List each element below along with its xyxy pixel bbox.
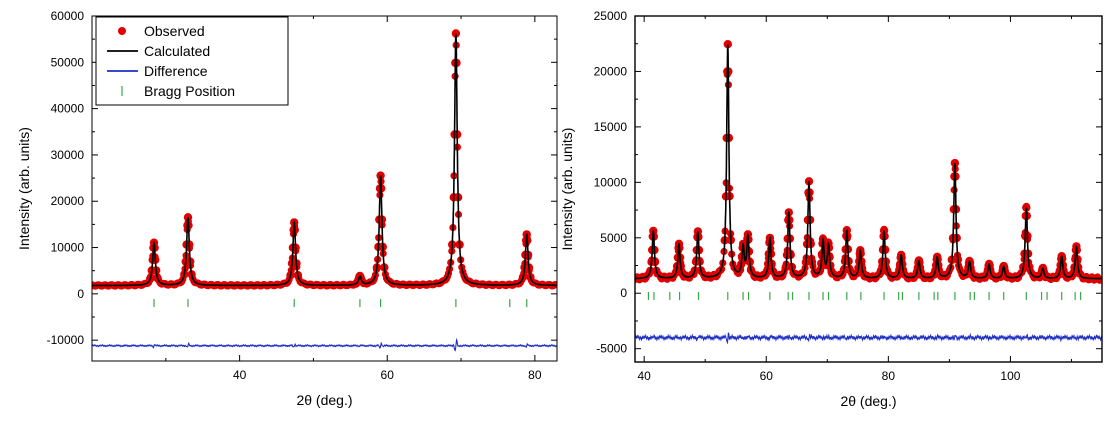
plot-area	[635, 40, 1102, 345]
legend-label: Bragg Position	[144, 83, 235, 99]
plot-area	[92, 29, 557, 352]
y-tick-label: 30000	[51, 148, 85, 162]
x-tick-label: 100	[1000, 369, 1020, 383]
y-tick-label: 0	[77, 287, 84, 301]
legend-label: Calculated	[144, 43, 210, 59]
y-tick-label: 40000	[51, 102, 85, 116]
x-axis-title: 2θ (deg.)	[840, 393, 896, 409]
legend-marker-dot	[118, 27, 126, 35]
legend-box	[95, 16, 289, 106]
y-axis-title: Intensity (arb. units)	[16, 127, 32, 250]
y-tick-label: 60000	[51, 9, 85, 23]
legend-item: Difference	[107, 63, 208, 79]
bragg-positions	[153, 299, 528, 308]
y-tick-label: 0	[620, 286, 627, 300]
x-tick-label: 60	[381, 368, 395, 382]
legend-item: Observed	[118, 23, 205, 39]
y-tick-label: 50000	[51, 55, 85, 69]
legend: Observed Calculated Difference Bragg Positi…	[95, 16, 289, 106]
y-tick-label: 5000	[600, 231, 627, 245]
y-tick-label: -10000	[47, 333, 85, 347]
y-tick-label: 10000	[594, 175, 628, 189]
bragg-positions	[647, 291, 1082, 300]
x-tick-label: 40	[233, 368, 247, 382]
observed-point	[451, 29, 461, 38]
y-tick-label: -5000	[596, 342, 627, 356]
plot-frame	[91, 15, 558, 362]
observed-point	[1097, 275, 1102, 284]
legend-item: Calculated	[107, 43, 210, 59]
difference-line	[92, 337, 557, 352]
y-tick-label: 20000	[51, 194, 85, 208]
y-tick-label: 20000	[594, 64, 628, 78]
x-tick-label: 80	[882, 369, 896, 383]
x-tick-label: 40	[637, 369, 651, 383]
plot-frame	[634, 15, 1103, 363]
y-tick-label: 15000	[594, 120, 628, 134]
y-axis-title: Intensity (arb. units)	[559, 128, 575, 251]
x-axis-title: 2θ (deg.)	[296, 392, 352, 408]
observed-point	[804, 177, 814, 186]
legend-label: Observed	[144, 23, 205, 39]
difference-line	[635, 332, 1102, 345]
x-tick-label: 60	[760, 369, 774, 383]
legend-item: Bragg Position	[121, 83, 235, 99]
right-panel-chart: 40 60 80 100 -5000 0 5000 10000 15000 20000 25000 2…	[559, 9, 1103, 409]
calculated-line	[92, 33, 557, 287]
left-panel-chart: 40 60 80 -10000 0 10000 20000 30000 40000 50000 60…	[16, 9, 558, 408]
legend-label: Difference	[144, 63, 208, 79]
y-tick-label: 10000	[51, 241, 85, 255]
calculated-line	[635, 44, 1102, 280]
y-tick-label: 25000	[594, 9, 628, 23]
x-tick-label: 80	[528, 368, 542, 382]
observed-series	[635, 40, 1102, 284]
